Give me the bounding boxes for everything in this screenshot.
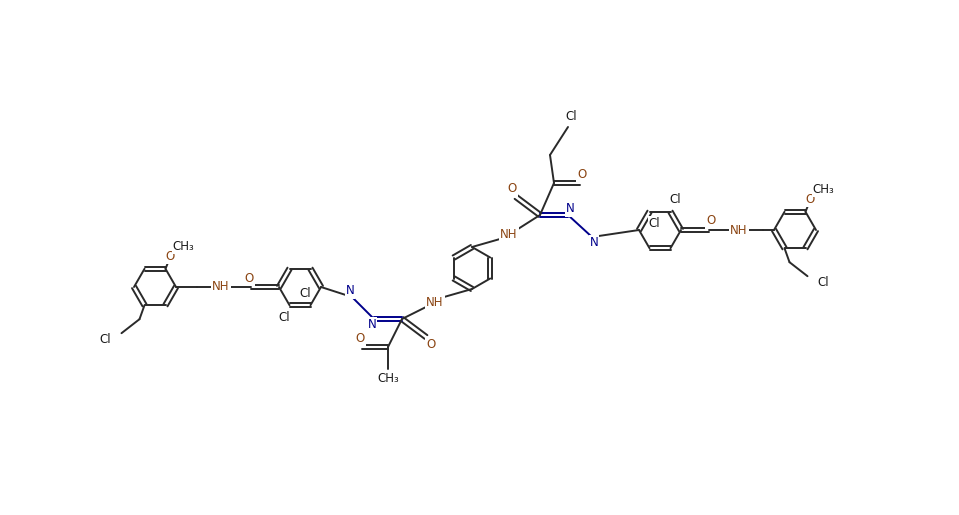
Text: Cl: Cl [279,311,291,324]
Text: O: O [707,215,715,228]
Text: N: N [345,284,355,298]
Text: O: O [427,338,435,352]
Text: Cl: Cl [565,111,576,124]
Text: O: O [245,271,253,284]
Text: O: O [356,332,364,345]
Text: Cl: Cl [100,333,111,346]
Text: CH₃: CH₃ [812,183,834,196]
Text: N: N [590,236,598,249]
Text: NH: NH [730,224,748,236]
Text: Cl: Cl [299,287,312,300]
Text: Cl: Cl [818,276,830,289]
Text: NH: NH [212,281,230,294]
Text: NH: NH [501,228,518,241]
Text: NH: NH [426,296,444,308]
Text: O: O [806,193,815,207]
Text: N: N [367,318,376,332]
Text: O: O [166,250,175,263]
Text: Cl: Cl [648,217,661,230]
Text: O: O [507,182,517,196]
Text: Cl: Cl [669,193,681,207]
Text: N: N [566,202,574,215]
Text: CH₃: CH₃ [377,371,399,385]
Text: O: O [577,168,587,181]
Text: CH₃: CH₃ [173,241,195,253]
